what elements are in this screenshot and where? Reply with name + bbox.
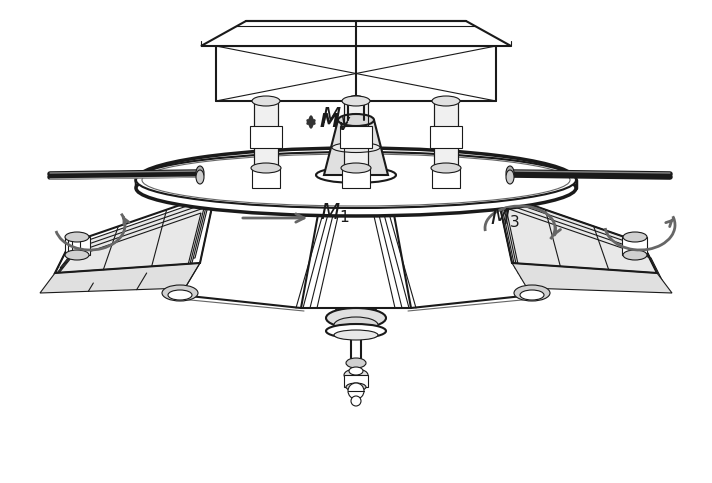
Polygon shape [497, 193, 657, 273]
Polygon shape [136, 180, 576, 188]
Ellipse shape [251, 163, 281, 173]
Bar [342, 168, 370, 188]
Polygon shape [434, 101, 458, 168]
Ellipse shape [431, 163, 461, 173]
Ellipse shape [196, 166, 204, 180]
Bar [252, 168, 280, 188]
Text: $M_3$: $M_3$ [490, 206, 520, 230]
Ellipse shape [342, 96, 370, 106]
Ellipse shape [514, 285, 550, 301]
Ellipse shape [623, 250, 647, 260]
Polygon shape [57, 203, 207, 273]
Text: $M_1$: $M_1$ [320, 201, 350, 225]
Bar [250, 126, 282, 148]
Ellipse shape [520, 290, 544, 300]
Polygon shape [500, 198, 660, 278]
Ellipse shape [136, 152, 576, 208]
Ellipse shape [506, 170, 514, 184]
Ellipse shape [316, 167, 396, 183]
Ellipse shape [432, 96, 460, 106]
Ellipse shape [332, 142, 380, 153]
Ellipse shape [346, 383, 366, 391]
Bar [340, 126, 372, 148]
Ellipse shape [341, 163, 371, 173]
Ellipse shape [349, 367, 363, 375]
Ellipse shape [506, 166, 514, 180]
Ellipse shape [65, 232, 89, 242]
Ellipse shape [334, 317, 378, 333]
Bar [432, 168, 460, 188]
Ellipse shape [326, 308, 386, 328]
Polygon shape [503, 203, 663, 283]
Ellipse shape [162, 285, 198, 301]
Ellipse shape [65, 250, 89, 260]
Ellipse shape [196, 170, 204, 184]
Polygon shape [506, 208, 666, 288]
Bar [622, 237, 647, 255]
Polygon shape [512, 263, 672, 293]
Ellipse shape [136, 160, 576, 216]
Polygon shape [201, 21, 511, 46]
Polygon shape [324, 120, 388, 175]
Bar [65, 237, 90, 255]
Text: $M_v$: $M_v$ [321, 105, 352, 129]
Ellipse shape [252, 96, 280, 106]
Polygon shape [344, 101, 368, 168]
Ellipse shape [623, 232, 647, 242]
Ellipse shape [168, 290, 192, 300]
Polygon shape [51, 213, 201, 283]
Text: $\bfit{M}_v$: $\bfit{M}_v$ [319, 112, 350, 133]
Ellipse shape [136, 148, 576, 212]
Ellipse shape [338, 114, 374, 126]
Ellipse shape [351, 396, 361, 406]
Ellipse shape [348, 96, 364, 104]
Ellipse shape [346, 358, 366, 368]
Polygon shape [54, 208, 204, 278]
Ellipse shape [334, 330, 378, 340]
Polygon shape [40, 263, 200, 293]
Polygon shape [60, 198, 210, 268]
Ellipse shape [344, 369, 368, 381]
Ellipse shape [326, 324, 386, 338]
Bar [344, 375, 368, 387]
Ellipse shape [348, 383, 364, 399]
Polygon shape [254, 101, 278, 168]
Bar [430, 126, 462, 148]
